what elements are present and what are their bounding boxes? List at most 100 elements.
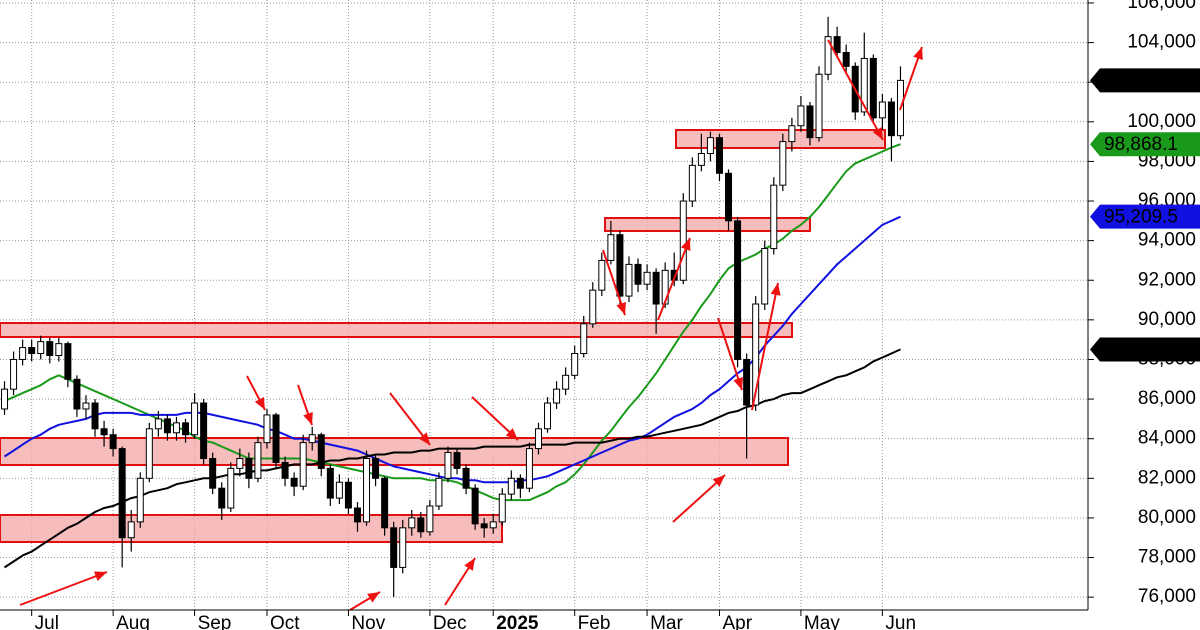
y-tick-label: 80,000 [1138,507,1196,528]
arrow [657,237,691,321]
candle-body [779,141,787,186]
candle-body [182,422,190,436]
candle-body [878,101,886,119]
arrow-head [770,283,781,296]
y-tick-label: 94,000 [1138,230,1196,251]
y-tick-label: 106,000 [1127,0,1196,13]
candle-body [534,428,542,450]
arrow-head [303,412,313,425]
candle-body [317,434,325,469]
price-tag-label: 102,091 [1104,70,1173,91]
candle-body [869,57,877,119]
y-tick-label: 86,000 [1138,388,1196,409]
candle-body [281,461,289,479]
arrow-head [254,397,265,410]
candle-body [797,105,805,127]
candle-body [643,271,651,285]
candle-body [462,467,470,489]
candle-body [363,457,371,523]
y-tick-label: 100,000 [1127,111,1196,132]
arrow [827,39,884,141]
moving-average-line [4,143,901,502]
candle-body [580,323,588,355]
candle-body [480,523,488,529]
x-tick-label: Feb [578,613,611,630]
candle-body [598,259,606,291]
candle-body [652,271,660,305]
arrow-head [733,377,744,390]
candle-body [390,527,398,568]
arrow-head [680,238,691,251]
candle-body [172,422,180,434]
candle-body [163,418,171,434]
candle-body [326,467,334,499]
candle-body [507,477,515,495]
candle-body [100,428,108,436]
candle-body [10,358,18,390]
y-tick-label: 76,000 [1138,586,1196,607]
x-tick-label: Nov [351,613,385,630]
candle-body [607,234,615,261]
price-tag [1090,132,1200,157]
candle-body [525,448,533,489]
candle-body [516,477,524,489]
candle-body [725,172,733,222]
candle-body [64,343,72,380]
candle-body [715,137,723,174]
candle-body [435,477,443,507]
candle-body [1,388,9,410]
candle-body [806,105,814,139]
candle-body [372,457,380,479]
x-tick-label: May [804,613,840,630]
support-zone [604,217,811,232]
candle-body [55,343,63,357]
candle-body [761,248,769,305]
candle-body [706,137,714,154]
candle-body [200,402,208,459]
x-tick-label: Jun [885,613,916,630]
candle-body [263,414,271,444]
candle-body [471,487,479,525]
candle-body [770,184,778,250]
arrow-head [712,475,725,487]
candle-body [842,51,850,67]
candle-body [562,374,570,390]
x-tick-label: Apr [722,613,752,630]
arrow-head [418,432,430,445]
arrow-head [464,558,475,571]
price-tag [1090,337,1200,362]
candle-body [218,487,226,509]
price-tag-label: 98,868.1 [1104,134,1178,155]
candle-body [272,414,280,463]
arrow [19,571,108,606]
candle-body [299,442,307,487]
x-tick-label: Sep [198,613,232,630]
candle-body [788,125,796,143]
support-zone [0,322,793,338]
arrow [751,282,779,411]
candle-body [815,73,823,139]
x-tick-label: Oct [270,613,300,630]
candle-body [833,36,841,53]
y-tick-label: 84,000 [1138,428,1196,449]
price-tag [1090,204,1200,229]
candle-body [824,36,832,75]
candle-body [381,477,389,529]
arrow-head [872,127,883,140]
arrow [717,317,743,391]
axis-labels: 76,00078,00080,00082,00084,00086,00088,0… [31,0,1200,630]
arrow-head [94,571,107,581]
y-tick-label: 104,000 [1127,32,1196,53]
x-tick-label: Mar [650,613,683,630]
candle-body [426,505,434,533]
candle-body [37,341,45,355]
candle-body [634,263,642,285]
candle-body [209,457,217,489]
candle-body [109,434,117,450]
x-tick-label: Dec [433,613,467,630]
plot [1,16,904,598]
candle-body [46,341,54,357]
x-tick-label: Jul [35,613,59,630]
candle-body [688,164,696,202]
candle-body [589,289,597,325]
